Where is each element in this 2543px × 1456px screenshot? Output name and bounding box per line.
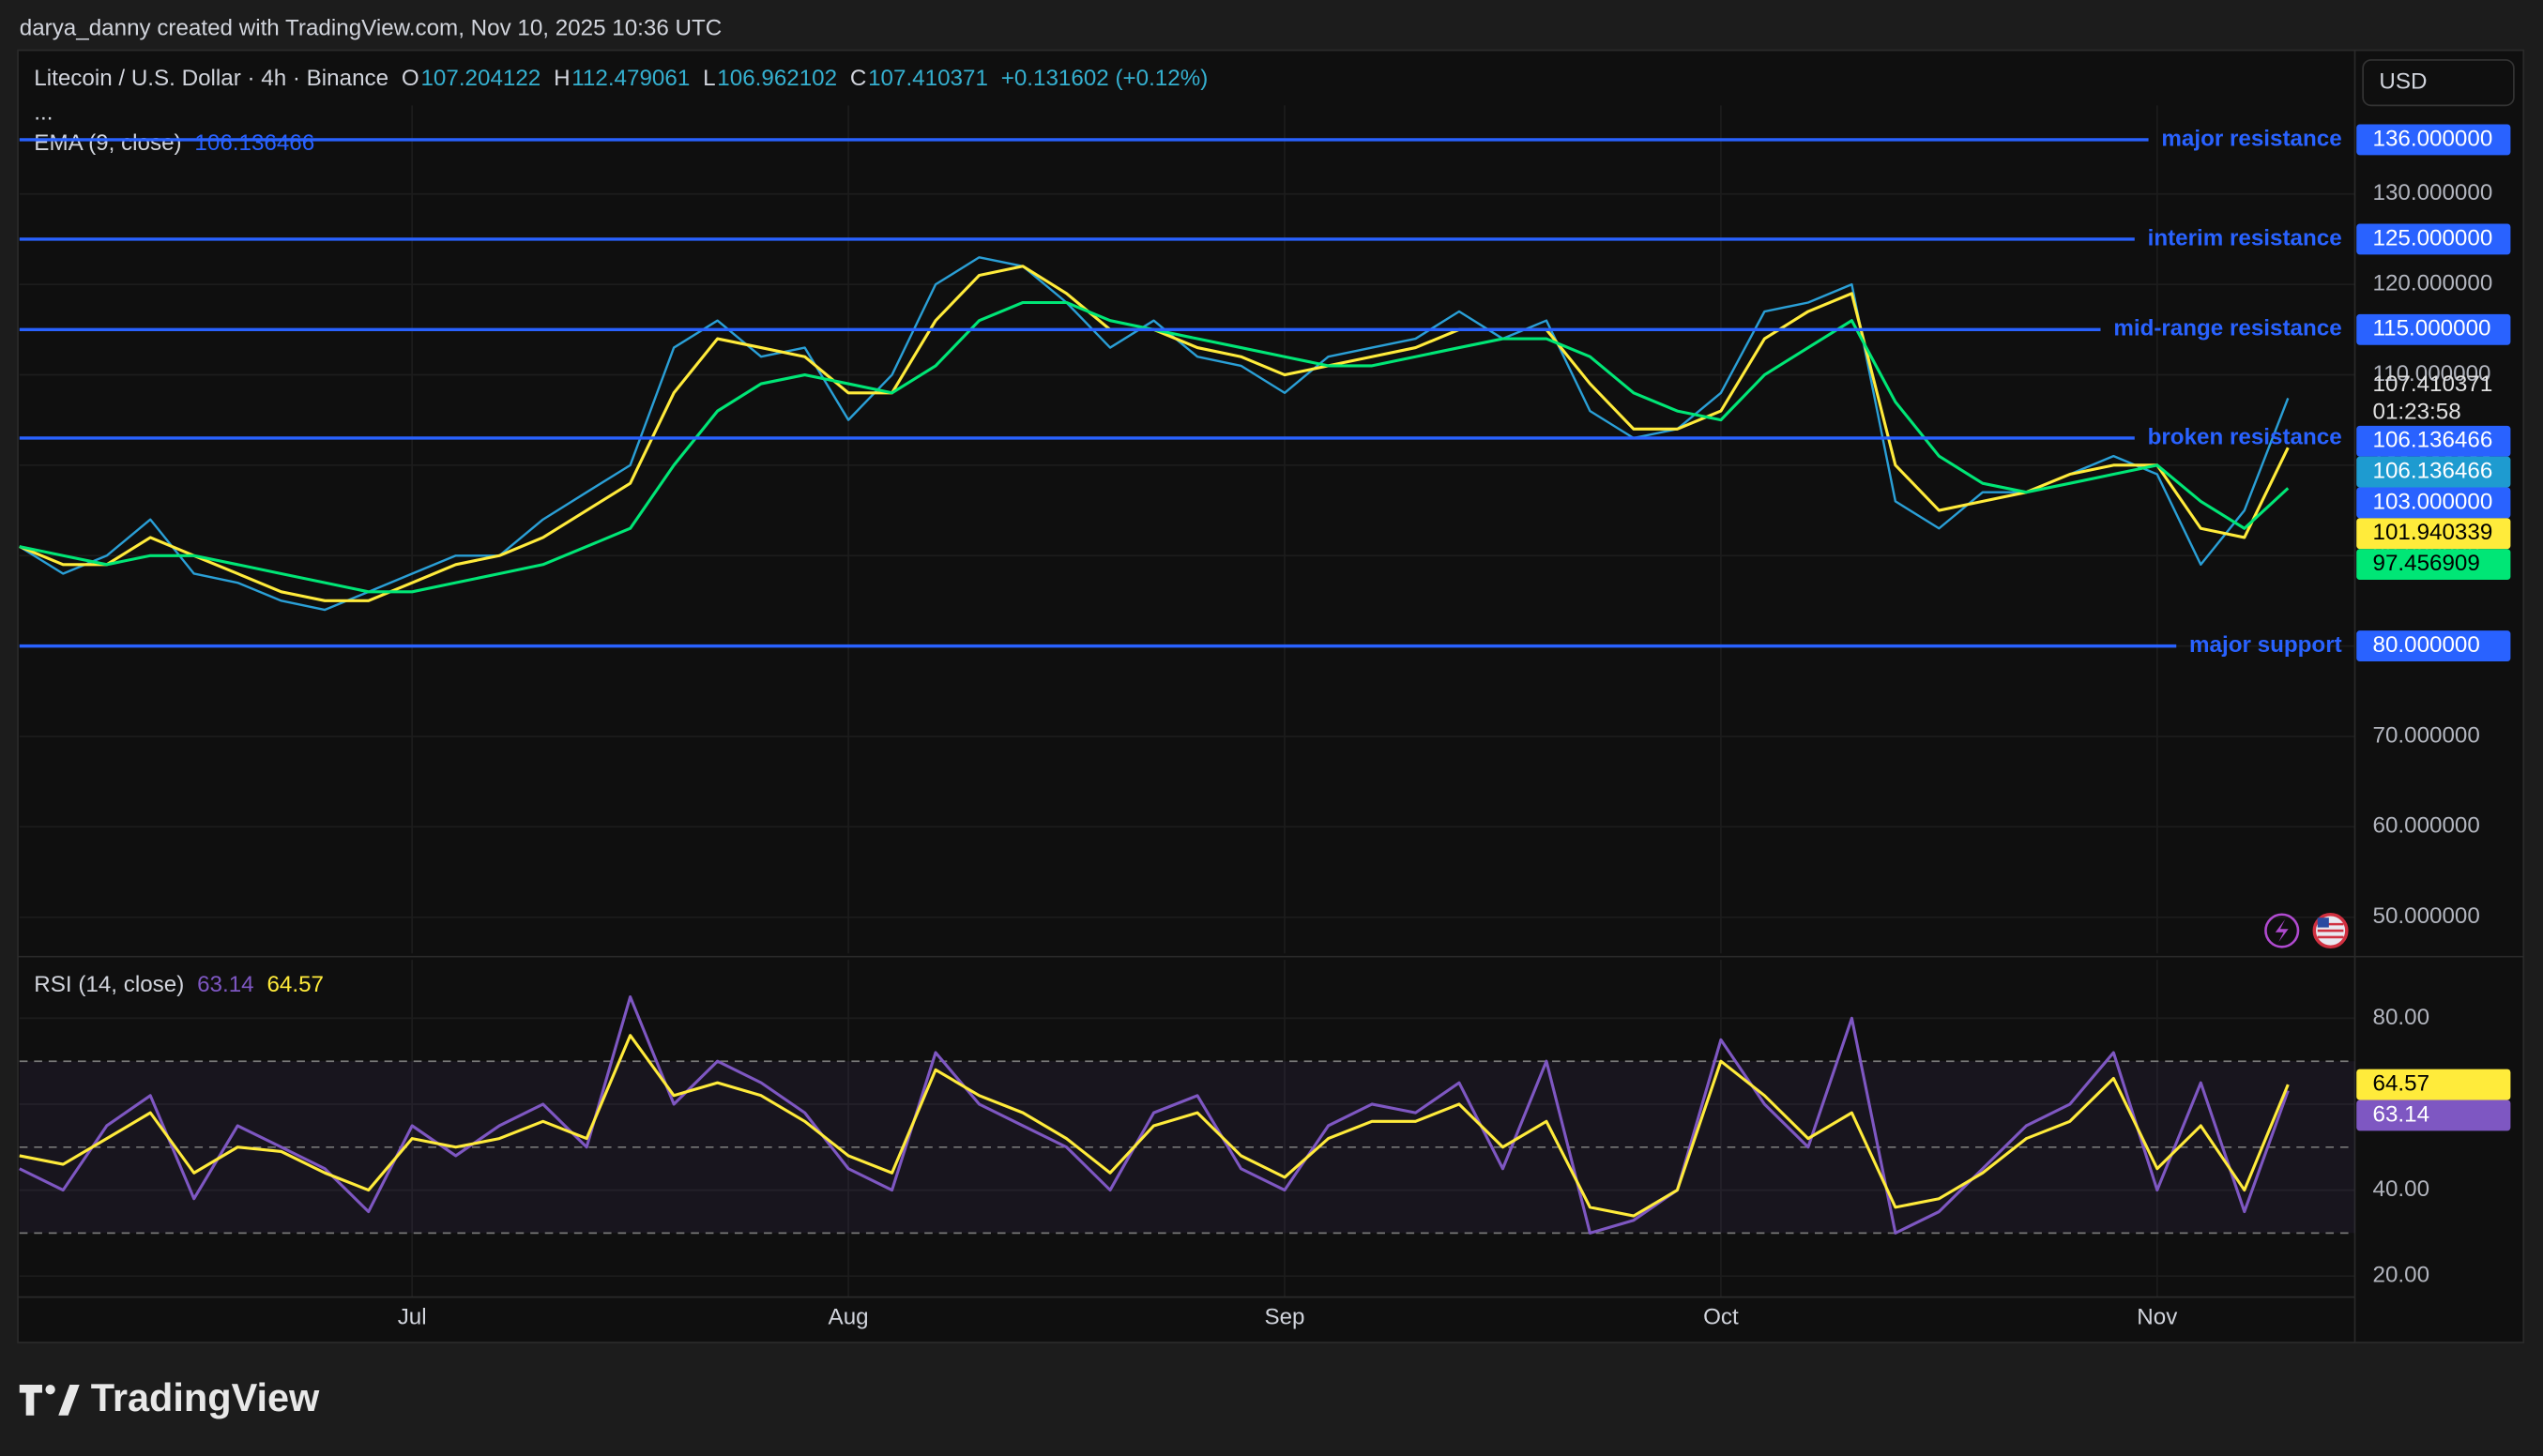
x-tick-label: Aug [829,1304,869,1329]
currency[interactable]: USD [2379,69,2427,95]
x-tick-label: Jul [398,1304,427,1329]
last-price: 107.410371 [2373,372,2493,397]
level-tag: 125.000000 [2373,225,2493,250]
ohlc-value: 107.204122 [420,66,541,91]
ohlc-value: 112.479061 [571,66,690,91]
x-tick-label: Nov [2137,1304,2178,1329]
y-tick-label: 120.000000 [2373,271,2493,296]
x-tick-label: Sep [1264,1304,1304,1329]
ohlc-value: 106.962102 [717,66,837,91]
level-tag: 115.000000 [2373,316,2491,341]
countdown: 01:23:58 [2373,399,2461,424]
level-name: major support [2189,632,2342,658]
series-tag: 101.940339 [2373,520,2493,545]
ohlc-label: C [850,66,866,91]
level-name: major resistance [2161,126,2341,151]
y-tick-label: 80.00 [2373,1005,2430,1030]
series-tag: 97.456909 [2373,551,2480,576]
change: +0.131602 (+0.12%) [1001,66,1209,91]
indicator-tag: 106.136466 [2373,428,2493,453]
more-indicators[interactable]: ... [34,99,53,125]
y-tick-label: 60.000000 [2373,813,2480,839]
level-tag: 103.000000 [2373,489,2493,514]
logo-dot [45,1385,54,1394]
rsi-value: 63.14 [197,972,254,997]
indicator-name: EMA (9, close) [34,130,181,156]
level-name: interim resistance [2148,225,2342,250]
y-tick-label: 20.00 [2373,1263,2430,1288]
level-tag: 80.000000 [2373,632,2480,658]
level-tag: 136.000000 [2373,126,2493,151]
x-tick-label: Oct [1703,1304,1739,1329]
rsi-tag: 64.57 [2373,1070,2430,1096]
flag-canton [2318,918,2329,927]
attribution: darya_danny created with TradingView.com… [20,15,722,40]
rsi-tag: 63.14 [2373,1101,2430,1127]
ohlc-label: O [402,66,419,91]
level-name: mid-range resistance [2113,316,2341,341]
symbol-title: Litecoin / U.S. Dollar · 4h · Binance [34,66,388,91]
y-tick-label: 70.000000 [2373,722,2480,748]
ohlc-value: 107.410371 [868,66,988,91]
ohlc-label: L [703,66,715,91]
y-tick-label: 40.00 [2373,1176,2430,1202]
ohlc-label: H [554,66,570,91]
indicator-value: 106.136466 [194,130,314,156]
y-tick-label: 130.000000 [2373,180,2493,205]
indicator-tag: 106.136466 [2373,458,2493,483]
y-tick-label: 50.000000 [2373,903,2480,929]
level-name: broken resistance [2148,424,2342,449]
rsi-title: RSI (14, close) [34,972,184,997]
rsi-value: 64.57 [266,972,324,997]
brand: TradingView [91,1375,320,1419]
